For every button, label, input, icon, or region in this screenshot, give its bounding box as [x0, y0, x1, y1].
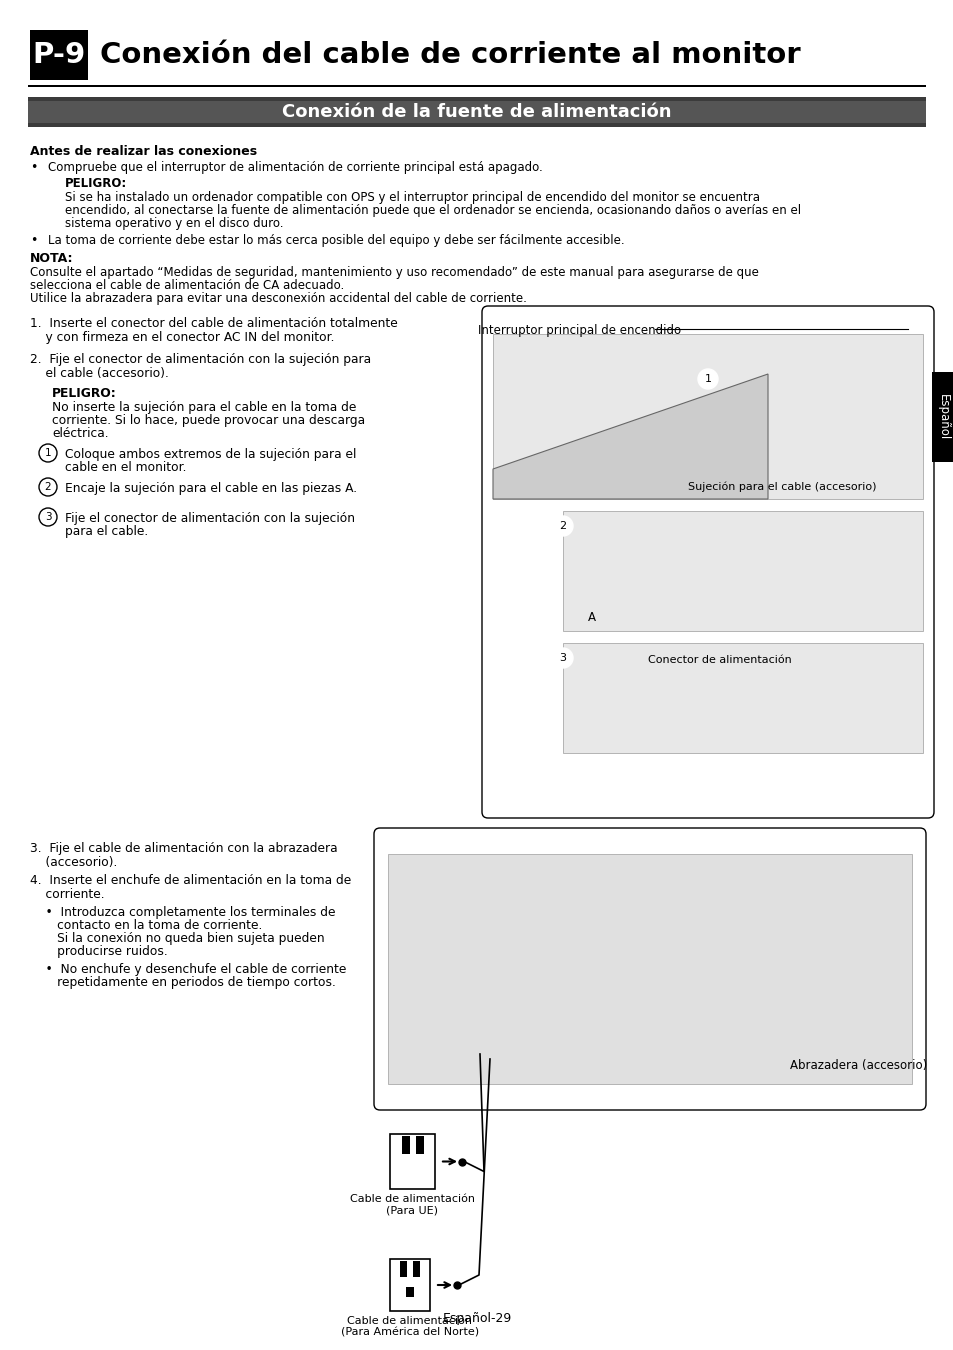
Circle shape — [553, 648, 573, 668]
Text: Conexión de la fuente de alimentación: Conexión de la fuente de alimentación — [282, 103, 671, 122]
Text: Abrazadera (accesorio): Abrazadera (accesorio) — [789, 1058, 926, 1072]
Text: contacto en la toma de corriente.: contacto en la toma de corriente. — [30, 919, 262, 931]
Text: PELIGRO:: PELIGRO: — [65, 177, 127, 190]
Bar — [28, 97, 925, 127]
Text: Encaje la sujeción para el cable en las piezas A.: Encaje la sujeción para el cable en las … — [65, 482, 356, 495]
Text: •  Introduzca completamente los terminales de: • Introduzca completamente los terminale… — [30, 906, 335, 919]
Text: Antes de realizar las conexiones: Antes de realizar las conexiones — [30, 144, 257, 158]
Bar — [562, 512, 923, 630]
Text: cable en el monitor.: cable en el monitor. — [65, 460, 186, 474]
Bar — [406, 1287, 414, 1297]
Text: el cable (accesorio).: el cable (accesorio). — [30, 367, 169, 379]
Text: corriente. Si lo hace, puede provocar una descarga: corriente. Si lo hace, puede provocar un… — [52, 414, 365, 427]
Text: Utilice la abrazadera para evitar una desconexión accidental del cable de corrie: Utilice la abrazadera para evitar una de… — [30, 292, 526, 305]
Bar — [562, 643, 923, 753]
Text: A: A — [587, 612, 596, 624]
Bar — [30, 30, 88, 80]
Text: 3: 3 — [558, 653, 566, 663]
Bar — [401, 1135, 410, 1154]
Circle shape — [698, 369, 718, 389]
Text: Conector de alimentación: Conector de alimentación — [647, 655, 791, 666]
Text: 1: 1 — [703, 374, 711, 383]
Text: P-9: P-9 — [32, 40, 86, 69]
Text: 3: 3 — [45, 512, 51, 522]
Bar — [399, 1261, 407, 1277]
Text: 2: 2 — [45, 482, 51, 491]
Text: 2.  Fije el conector de alimentación con la sujeción para: 2. Fije el conector de alimentación con … — [30, 352, 371, 366]
Bar — [413, 1261, 419, 1277]
Polygon shape — [493, 374, 767, 500]
Bar — [416, 1135, 423, 1154]
Bar — [390, 1134, 435, 1189]
Text: Conexión del cable de corriente al monitor: Conexión del cable de corriente al monit… — [100, 40, 800, 69]
Bar — [28, 123, 925, 127]
Text: NOTA:: NOTA: — [30, 252, 73, 265]
Circle shape — [553, 516, 573, 536]
FancyBboxPatch shape — [481, 306, 933, 818]
Bar — [931, 373, 953, 462]
Text: Cable de alimentación
(Para América del Norte): Cable de alimentación (Para América del … — [340, 1316, 478, 1338]
Text: eléctrica.: eléctrica. — [52, 427, 109, 440]
Text: •  No enchufe y desenchufe el cable de corriente: • No enchufe y desenchufe el cable de co… — [30, 963, 346, 976]
Text: Español-29: Español-29 — [442, 1312, 511, 1324]
Text: •: • — [30, 234, 37, 247]
Text: (accesorio).: (accesorio). — [30, 856, 117, 869]
Text: 1.  Inserte el conector del cable de alimentación totalmente: 1. Inserte el conector del cable de alim… — [30, 317, 397, 329]
Text: encendido, al conectarse la fuente de alimentación puede que el ordenador se enc: encendido, al conectarse la fuente de al… — [65, 204, 801, 217]
Bar — [28, 85, 925, 86]
Bar — [28, 97, 925, 101]
Text: •: • — [30, 161, 37, 174]
Text: corriente.: corriente. — [30, 888, 105, 900]
Text: repetidamente en periodos de tiempo cortos.: repetidamente en periodos de tiempo cort… — [30, 976, 335, 990]
Text: 4.  Inserte el enchufe de alimentación en la toma de: 4. Inserte el enchufe de alimentación en… — [30, 873, 351, 887]
Bar — [493, 333, 923, 500]
Text: La toma de corriente debe estar lo más cerca posible del equipo y debe ser fácil: La toma de corriente debe estar lo más c… — [48, 234, 624, 247]
Text: Sujeción para el cable (accesorio): Sujeción para el cable (accesorio) — [687, 481, 876, 491]
Bar — [388, 855, 911, 1084]
Text: No inserte la sujeción para el cable en la toma de: No inserte la sujeción para el cable en … — [52, 401, 356, 414]
Text: Español: Español — [936, 394, 948, 440]
Text: Si la conexión no queda bien sujeta pueden: Si la conexión no queda bien sujeta pued… — [30, 931, 324, 945]
Text: 1: 1 — [45, 448, 51, 458]
Text: 3.  Fije el cable de alimentación con la abrazadera: 3. Fije el cable de alimentación con la … — [30, 842, 337, 855]
Text: Cable de alimentación
(Para UE): Cable de alimentación (Para UE) — [350, 1193, 475, 1215]
Text: PELIGRO:: PELIGRO: — [52, 387, 116, 400]
Text: para el cable.: para el cable. — [65, 525, 148, 539]
Text: Consulte el apartado “Medidas de seguridad, mantenimiento y uso recomendado” de : Consulte el apartado “Medidas de segurid… — [30, 266, 758, 279]
FancyBboxPatch shape — [374, 828, 925, 1110]
Text: Si se ha instalado un ordenador compatible con OPS y el interruptor principal de: Si se ha instalado un ordenador compatib… — [65, 190, 760, 204]
Text: Interruptor principal de encendido: Interruptor principal de encendido — [477, 324, 680, 338]
Text: Coloque ambos extremos de la sujeción para el: Coloque ambos extremos de la sujeción pa… — [65, 448, 356, 460]
Text: y con firmeza en el conector AC IN del monitor.: y con firmeza en el conector AC IN del m… — [30, 331, 335, 344]
Bar — [390, 1260, 430, 1311]
Text: 2: 2 — [558, 521, 566, 531]
Text: sistema operativo y en el disco duro.: sistema operativo y en el disco duro. — [65, 217, 283, 230]
Text: Compruebe que el interruptor de alimentación de corriente principal está apagado: Compruebe que el interruptor de alimenta… — [48, 161, 542, 174]
Text: producirse ruidos.: producirse ruidos. — [30, 945, 168, 958]
Text: selecciona el cable de alimentación de CA adecuado.: selecciona el cable de alimentación de C… — [30, 279, 344, 292]
Text: Fije el conector de alimentación con la sujeción: Fije el conector de alimentación con la … — [65, 512, 355, 525]
